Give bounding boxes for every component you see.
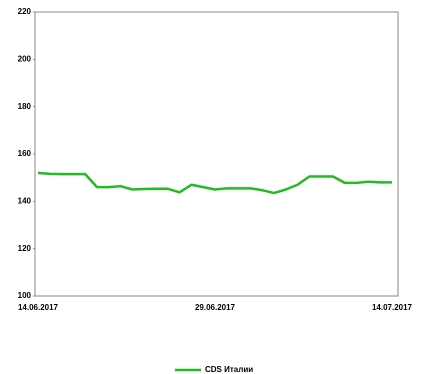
y-tick-label: 140 [18, 196, 32, 205]
x-tick-label: 29.06.2017 [195, 303, 236, 312]
plot-frame [34, 11, 399, 297]
y-tick-label: 100 [18, 291, 32, 300]
legend-label: CDS Италии [205, 365, 253, 374]
y-tick-label: 220 [18, 7, 32, 16]
line-series [37, 171, 392, 195]
x-tick-label: 14.07.2017 [372, 303, 413, 312]
y-tick-label: 200 [18, 54, 32, 63]
x-tick-label: 14.06.2017 [18, 303, 59, 312]
y-tick-label: 120 [18, 244, 32, 253]
y-tick-label: 180 [18, 102, 32, 111]
y-tick-label: 160 [18, 149, 32, 158]
